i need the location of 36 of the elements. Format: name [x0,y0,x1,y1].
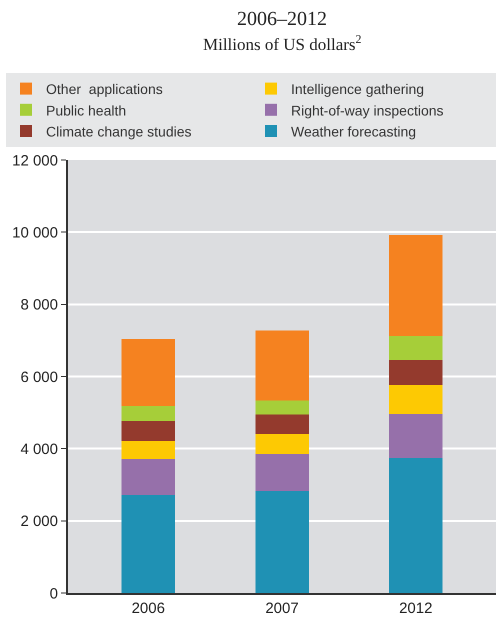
legend-label: Right-of-way inspections [291,102,444,118]
chart-subtitle: Millions of US dollars$^{2}$ [203,32,362,54]
x-tick-label: 2007 [265,600,299,617]
y-tick-label: 8 000 [20,296,58,314]
bar [122,441,175,460]
y-tick-label: 0 [50,585,58,602]
x-tick-label: 2006 [132,600,165,617]
legend-label: Intelligence gathering [291,81,424,98]
bar [122,421,175,442]
legend-label: Other applications [46,81,163,98]
y-tick-label: 10 000 [12,224,58,242]
y-tick-label: 2 000 [20,513,58,530]
y-tick-label: 12 000 [12,152,58,170]
y-tick-label: 6 000 [20,368,58,386]
bar [389,235,442,336]
legend-label: Climate change studies [46,123,192,140]
bar [389,458,442,593]
bar [389,385,442,414]
bar [255,400,309,414]
bar [389,414,442,458]
x-tick-label: 2012 [399,600,432,617]
legend-label: Weather forecasting [291,123,416,140]
bar [122,338,175,406]
bar [255,434,309,454]
bar [255,330,309,400]
legend-label: Public health [46,102,126,118]
bar [255,490,309,593]
bar [389,336,442,360]
bar [255,454,309,491]
chart-title: 2006–2012 [237,8,327,30]
bar [122,406,175,422]
bar [122,459,175,495]
bar [389,360,442,386]
bar [122,494,175,593]
y-tick-label: 4 000 [20,440,58,458]
bar [255,414,309,434]
